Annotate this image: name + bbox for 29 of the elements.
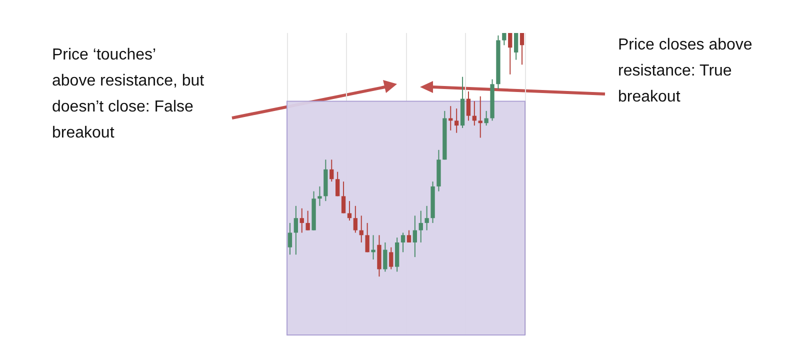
candlestick — [383, 242, 388, 272]
candlestick — [418, 210, 423, 243]
candlestick — [341, 181, 346, 214]
text: Price ‘touches’ above resistance, but doesn’t close: False breakout — [52, 46, 209, 142]
candlestick — [448, 106, 453, 131]
candlestick — [400, 232, 406, 253]
candlestick — [478, 96, 482, 138]
candlestick — [508, 33, 512, 75]
candlestick — [466, 90, 471, 122]
candlestick — [306, 210, 310, 231]
candlestick — [424, 205, 429, 231]
candlestick — [353, 205, 358, 234]
candlestick — [514, 33, 518, 60]
candlestick — [406, 230, 412, 243]
candlestick — [412, 215, 418, 258]
candlestick — [330, 159, 334, 182]
candlestick — [335, 171, 340, 197]
candlestick — [454, 108, 459, 134]
candlestick — [288, 222, 292, 256]
candlestick — [389, 246, 394, 270]
candlestick — [318, 186, 322, 206]
candlestick — [294, 205, 298, 256]
candlestick — [347, 200, 352, 222]
candlestick — [502, 33, 506, 46]
candlestick — [365, 222, 370, 253]
candlestick — [520, 33, 524, 66]
candlestick — [300, 208, 304, 234]
candlestick — [484, 110, 488, 126]
text: Price closes above resistance: True breakout — [618, 36, 757, 106]
